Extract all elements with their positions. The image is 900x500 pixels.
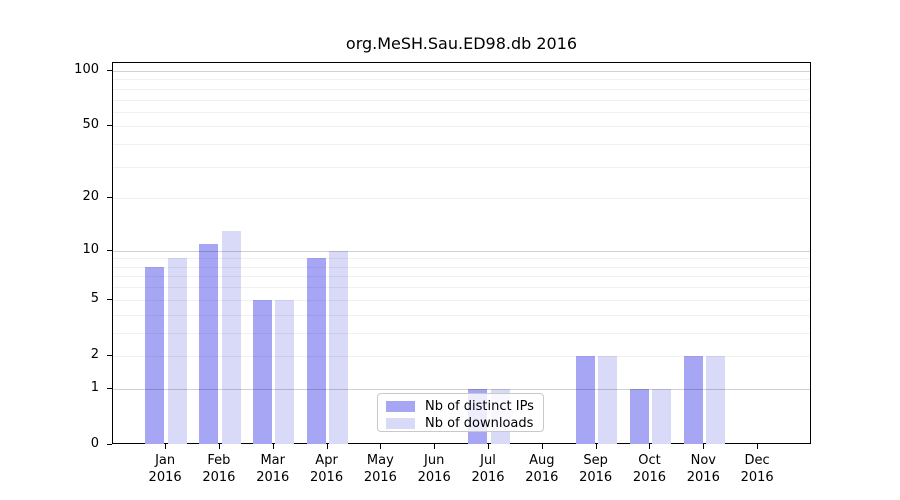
x-tick-label-jul: Jul 2016 <box>471 453 505 485</box>
x-tick-label-nov: Nov 2016 <box>686 453 720 485</box>
bar-nb-of-downloads-feb <box>221 231 241 444</box>
x-tick <box>595 444 597 449</box>
x-tick-label-oct: Oct 2016 <box>632 453 667 485</box>
y-tick-label: 20 <box>82 189 99 205</box>
x-tick <box>218 444 220 449</box>
x-tick-label-may: May 2016 <box>363 453 397 485</box>
bar-nb-of-distinct-ips-oct <box>629 388 649 444</box>
legend-label-downloads: Nb of downloads <box>425 415 534 431</box>
bar-nb-of-distinct-ips-apr <box>306 258 326 444</box>
y-tick-label: 100 <box>74 62 99 77</box>
x-tick <box>649 444 651 449</box>
x-tick-label-sep: Sep 2016 <box>579 453 613 485</box>
bar-nb-of-distinct-ips-feb <box>199 243 219 444</box>
legend-item-distinct-ips: Nb of distinct IPs <box>386 398 535 414</box>
x-tick <box>326 444 328 449</box>
x-tick-label-dec: Dec 2016 <box>740 453 774 485</box>
x-tick-label-jun: Jun 2016 <box>417 453 451 485</box>
bar-nb-of-downloads-oct <box>652 388 672 444</box>
x-tick <box>380 444 382 449</box>
x-tick <box>757 444 759 449</box>
x-tick <box>434 444 436 449</box>
bars-layer <box>113 63 810 444</box>
bar-nb-of-distinct-ips-jan <box>145 266 165 444</box>
x-tick-label-apr: Apr 2016 <box>310 453 344 485</box>
x-tick-label-aug: Aug 2016 <box>525 453 559 485</box>
y-tick <box>107 197 112 199</box>
legend-swatch-distinct-ips <box>386 400 415 412</box>
y-tick-label: 10 <box>82 241 99 257</box>
chart-title: org.MeSH.Sau.ED98.db 2016 <box>345 34 578 53</box>
x-tick <box>488 444 490 449</box>
y-tick <box>107 387 112 389</box>
legend-label-distinct-ips: Nb of distinct IPs <box>425 398 534 414</box>
y-tick <box>107 298 112 300</box>
bar-nb-of-distinct-ips-sep <box>575 355 595 444</box>
y-tick <box>107 354 112 356</box>
bar-nb-of-downloads-sep <box>598 355 618 444</box>
bar-nb-of-distinct-ips-mar <box>253 299 273 444</box>
y-tick <box>107 70 112 71</box>
y-tick-label: 5 <box>90 290 99 306</box>
legend-swatch-downloads <box>386 417 415 429</box>
y-tick-label: 1 <box>90 379 99 395</box>
legend: Nb of distinct IPs Nb of downloads <box>377 393 544 432</box>
x-tick-label-jan: Jan 2016 <box>148 453 182 485</box>
x-tick-label-mar: Mar 2016 <box>256 453 290 485</box>
bar-nb-of-downloads-mar <box>275 299 295 444</box>
bar-nb-of-downloads-apr <box>329 250 349 444</box>
x-tick-label-feb: Feb 2016 <box>202 453 236 485</box>
y-tick-label: 0 <box>90 436 99 451</box>
bar-nb-of-distinct-ips-nov <box>683 355 703 444</box>
y-tick <box>107 249 112 251</box>
y-tick <box>107 444 112 445</box>
legend-item-downloads: Nb of downloads <box>386 415 535 431</box>
y-tick <box>107 125 112 127</box>
x-tick <box>165 444 167 449</box>
bar-nb-of-downloads-jan <box>167 258 187 444</box>
x-tick <box>541 444 543 449</box>
plot-area <box>112 62 811 444</box>
bar-nb-of-downloads-nov <box>706 355 725 444</box>
y-tick-label: 2 <box>90 346 99 362</box>
x-tick <box>272 444 274 449</box>
y-tick-label: 50 <box>82 117 99 133</box>
x-tick <box>703 444 705 449</box>
